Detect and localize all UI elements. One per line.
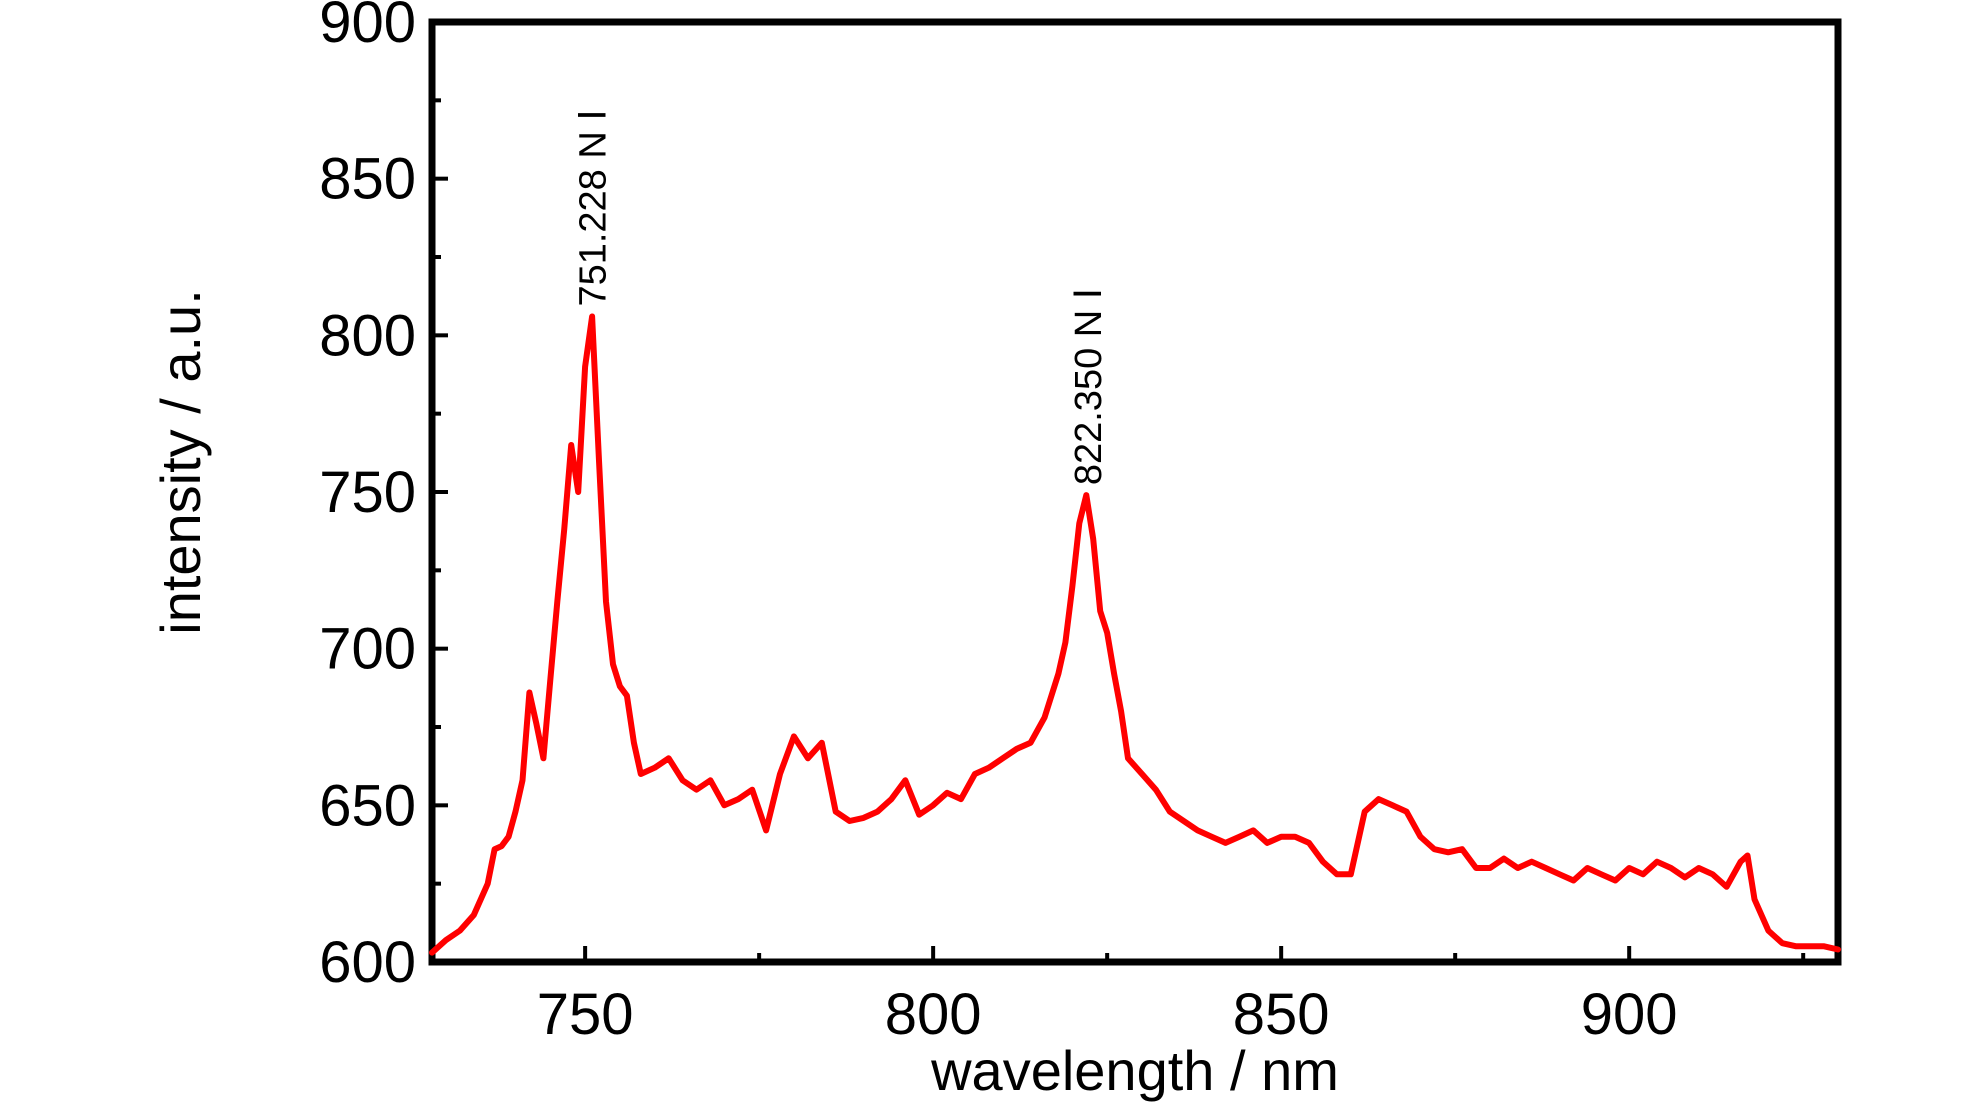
y-tick-label: 750 bbox=[319, 460, 416, 525]
peak-annotation: 822.350 N Ⅰ bbox=[1068, 288, 1110, 485]
y-axis: 600 650 700 750 800 850 900 bbox=[319, 0, 448, 995]
x-tick-label: 900 bbox=[1581, 982, 1678, 1047]
plot-frame bbox=[428, 18, 1842, 966]
y-tick-label: 600 bbox=[319, 930, 416, 995]
y-tick-label: 850 bbox=[319, 147, 416, 212]
annotations: 751.228 N Ⅰ 822.350 N Ⅰ bbox=[572, 109, 1110, 485]
spectrum-line bbox=[429, 313, 1841, 956]
series-line-group bbox=[429, 313, 1841, 956]
x-axis: 750 800 850 900 bbox=[537, 946, 1806, 1047]
y-tick-label: 800 bbox=[319, 303, 416, 368]
x-tick-label: 850 bbox=[1233, 982, 1330, 1047]
peak-annotation: 751.228 N Ⅰ bbox=[572, 109, 614, 306]
y-tick-label: 700 bbox=[319, 617, 416, 682]
y-axis-title: intensity / a.u. bbox=[149, 289, 212, 635]
x-axis-title: wavelength / nm bbox=[930, 1039, 1339, 1102]
x-tick-label: 750 bbox=[537, 982, 634, 1047]
x-tick-label: 800 bbox=[885, 982, 982, 1047]
y-tick-label: 900 bbox=[319, 0, 416, 55]
y-tick-label: 650 bbox=[319, 773, 416, 838]
plot-border bbox=[428, 18, 1842, 966]
